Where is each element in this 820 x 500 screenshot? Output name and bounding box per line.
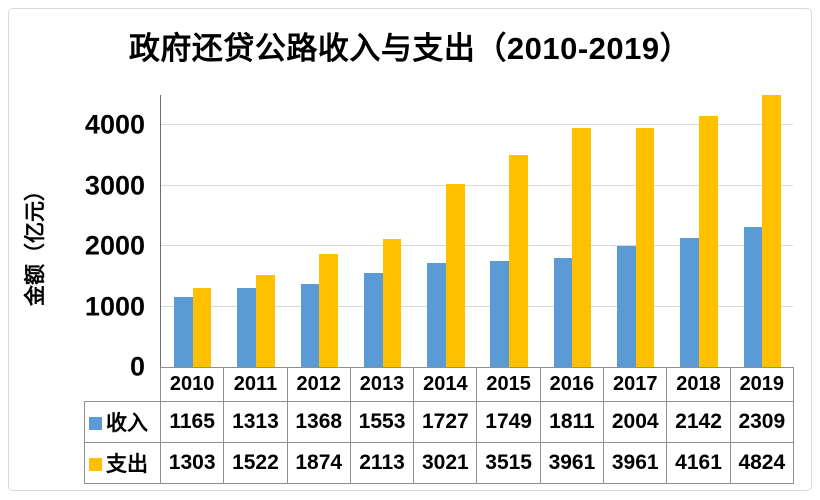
expense-value-cell: 1874: [286, 442, 351, 484]
income-bar: [237, 287, 256, 367]
income-bar: [427, 262, 446, 367]
y-axis-tick: 0: [129, 351, 145, 382]
income-bar: [617, 245, 636, 367]
year-cell: 2019: [729, 367, 794, 402]
expense-bar: [635, 127, 655, 367]
income-value-cell: 2004: [603, 401, 668, 443]
income-bar: [553, 257, 573, 367]
expense-value-cell: 4161: [666, 442, 731, 484]
gridline: [161, 124, 793, 126]
expense-legend-swatch-icon: [89, 458, 102, 471]
income-value-cell: 1165: [159, 401, 225, 443]
expense-series-label: 支出: [106, 453, 148, 476]
y-axis-title: 金额（亿元）: [24, 180, 47, 306]
income-value-cell: 2142: [666, 401, 731, 443]
income-bar: [363, 273, 383, 367]
year-cell: 2016: [539, 367, 605, 402]
expense-bar: [319, 253, 338, 367]
y-axis-tick: 1000: [84, 291, 145, 322]
expense-bar: [762, 95, 782, 367]
income-value-cell: 1811: [539, 401, 605, 443]
expense-value-cell: 3961: [603, 442, 668, 484]
income-legend-swatch-icon: [89, 417, 102, 430]
expense-value-cell: 2113: [349, 442, 415, 484]
year-cell: 2017: [603, 367, 668, 402]
chart-title: 政府还贷公路收入与支出（2010-2019）: [128, 31, 692, 66]
year-header-row: 2010 2011 2012 2013 2014 2015 2016 2017 2018 2019: [85, 367, 794, 402]
income-value-cell: 1313: [223, 401, 288, 443]
income-row: 收入 1165 1313 1368 1553 1727 1749 1811 2004 2142 23…: [84, 401, 794, 443]
year-cell: 2018: [666, 367, 731, 402]
data-table: 2010 2011 2012 2013 2014 2015 2016 2017 2018 2019…: [84, 367, 794, 484]
gridline: [161, 184, 793, 186]
expense-value-cell: 1522: [223, 442, 288, 484]
year-cell: 2014: [413, 367, 478, 402]
income-series-label: 收入: [106, 412, 148, 435]
expense-value-cell: 3515: [476, 442, 541, 484]
expense-bar: [255, 275, 275, 367]
expense-value-cell: 4824: [729, 442, 794, 484]
expense-value-cell: 3961: [539, 442, 605, 484]
income-bar: [300, 284, 320, 367]
plot-area: [160, 95, 793, 367]
year-cell: 2013: [349, 367, 415, 402]
expense-bar: [382, 239, 402, 367]
income-bar: [743, 227, 763, 367]
income-value-cell: 2309: [729, 401, 794, 443]
expense-bar: [699, 115, 718, 367]
y-axis-tick: 4000: [84, 109, 145, 140]
year-cell: 2010: [159, 367, 225, 402]
income-value-cell: 1368: [286, 401, 351, 443]
income-bar: [490, 261, 510, 367]
gridline: [161, 305, 793, 307]
expense-value-cell: 1303: [159, 442, 225, 484]
year-cell: 2012: [286, 367, 351, 402]
year-cell: 2011: [223, 367, 288, 402]
expense-bar: [192, 288, 212, 367]
expense-legend-cell: 支出: [84, 442, 161, 484]
gridline: [161, 245, 793, 247]
income-bar: [173, 296, 193, 367]
income-value-cell: 1749: [476, 401, 541, 443]
income-value-cell: 1727: [413, 401, 478, 443]
expense-bar: [572, 127, 592, 367]
expense-row: 支出 1303 1522 1874 2113 3021 3515 3961 3961 4161 48…: [84, 442, 794, 484]
y-axis-tick: 2000: [84, 230, 145, 261]
expense-bar: [445, 184, 465, 367]
expense-value-cell: 3021: [413, 442, 478, 484]
expense-bar: [509, 154, 528, 367]
blank-corner-cell: [85, 368, 161, 402]
income-value-cell: 1553: [349, 401, 415, 443]
card-border: [8, 8, 812, 491]
year-cell: 2015: [476, 367, 541, 402]
income-legend-cell: 收入: [84, 401, 161, 443]
y-axis-tick: 3000: [84, 170, 145, 201]
income-bar: [680, 237, 700, 367]
